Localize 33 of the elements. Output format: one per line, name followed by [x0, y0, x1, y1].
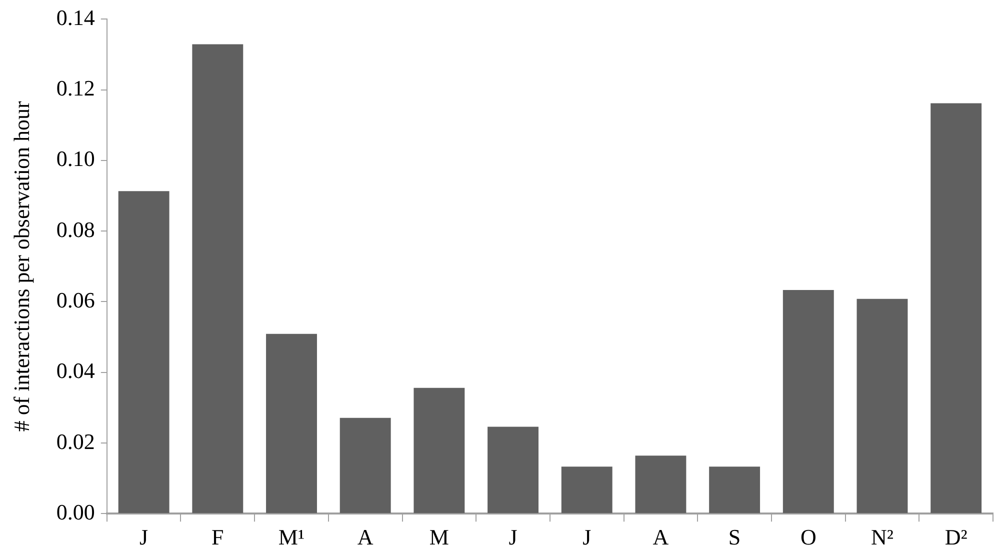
y-tick-label: 0.12	[56, 76, 95, 101]
y-tick-label: 0.08	[56, 216, 95, 242]
x-tick-label: N²	[870, 524, 894, 550]
y-axis-title: # of interactions per observation hour	[8, 100, 34, 432]
y-tick-label: 0.10	[56, 146, 95, 172]
bar	[782, 290, 834, 514]
x-tick-label: J	[140, 524, 149, 550]
bar	[709, 466, 760, 514]
bar	[856, 298, 908, 514]
bar	[266, 334, 317, 514]
y-tick-label: 0.04	[56, 358, 95, 384]
y-tick-label: 0.02	[56, 428, 95, 454]
bar	[488, 426, 539, 514]
x-tick-label: M	[429, 524, 449, 550]
x-tick-label: J	[582, 524, 592, 550]
x-tick-label: F	[212, 524, 224, 550]
bar	[340, 418, 391, 514]
x-tick-label: M¹	[278, 524, 305, 550]
bar	[118, 191, 170, 514]
x-tick-label: D²	[944, 524, 968, 550]
bar	[635, 456, 686, 514]
x-tick-label: A	[357, 524, 374, 550]
y-tick-label: 0.00	[56, 499, 95, 524]
x-tick-label: A	[652, 524, 669, 550]
bar	[561, 466, 612, 514]
bar	[414, 388, 465, 514]
y-tick-label: 0.06	[56, 287, 95, 312]
x-tick-label: S	[728, 524, 741, 550]
bar	[192, 44, 244, 514]
x-tick-label: J	[508, 524, 518, 550]
x-tick-label: O	[800, 524, 816, 550]
bar	[930, 103, 982, 514]
y-tick-label: 0.14	[56, 4, 95, 30]
